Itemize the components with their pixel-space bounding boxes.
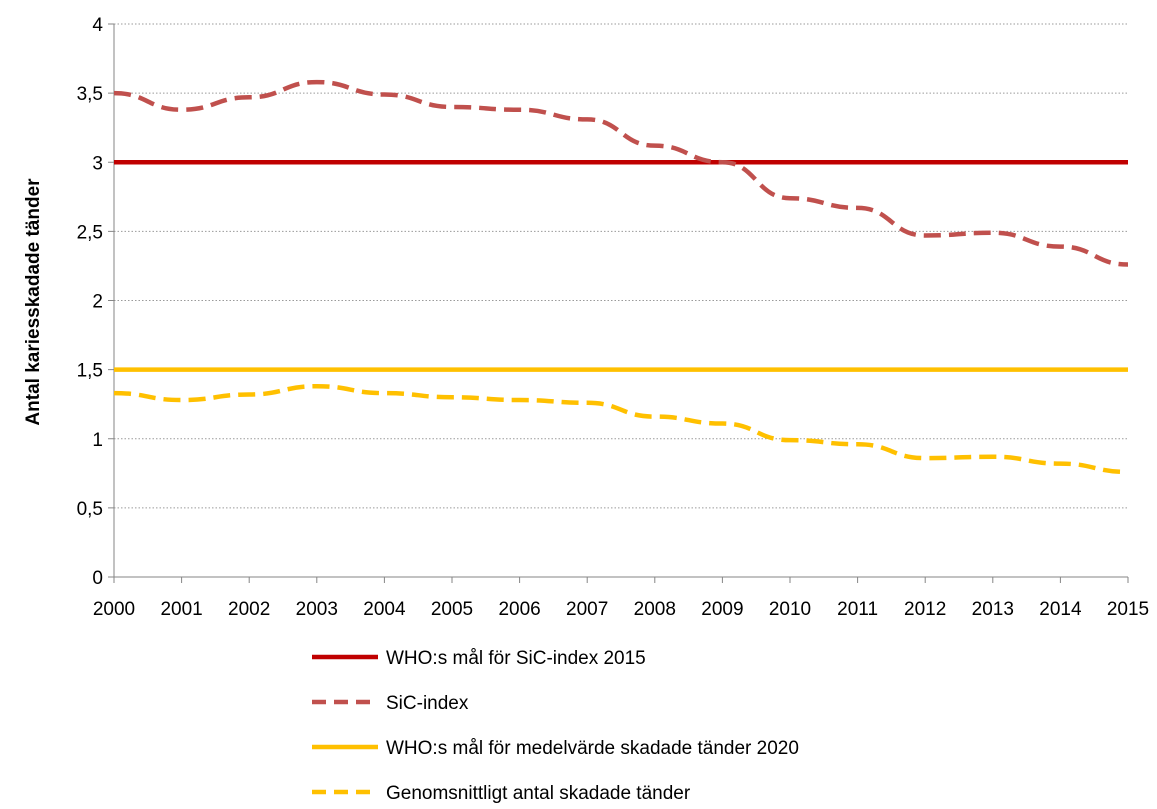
- y-tick-label: 2: [92, 292, 103, 313]
- y-tick-label: 0: [92, 568, 103, 589]
- y-axis-label: Antal kariesskadade tänder: [23, 178, 44, 426]
- x-tick-label: 2003: [296, 599, 338, 620]
- legend-label: WHO:s mål för SiC-index 2015: [386, 648, 646, 669]
- y-tick-label: 1,5: [77, 361, 103, 382]
- x-tick-label: 2012: [904, 599, 946, 620]
- x-tick-label: 2009: [701, 599, 743, 620]
- x-tick-label: 2005: [431, 599, 473, 620]
- x-tick-label: 2006: [498, 599, 540, 620]
- y-tick-label: 4: [92, 15, 103, 36]
- series-line-4: [113, 383, 1129, 475]
- legend-label: SiC-index: [386, 693, 469, 714]
- axes: [108, 23, 1129, 583]
- x-tick-label: 2011: [837, 599, 878, 620]
- x-tick-label: 2008: [634, 599, 676, 620]
- y-tick-label: 0,5: [77, 499, 103, 520]
- legend-label: Genomsnittligt antal skadade tänder: [386, 783, 691, 804]
- x-tick-label: 2010: [769, 599, 811, 620]
- x-tick-label: 2014: [1039, 599, 1082, 620]
- x-tick-label: 2001: [160, 599, 202, 620]
- y-tick-label: 2,5: [77, 222, 103, 243]
- x-tick-label: 2015: [1107, 599, 1149, 620]
- x-tick-label: 2002: [228, 599, 270, 620]
- y-tick-label: 3: [92, 153, 103, 174]
- legend-label: WHO:s mål för medelvärde skadade tänder …: [386, 738, 799, 759]
- y-tick-label: 3,5: [77, 84, 103, 105]
- x-tick-label: 2000: [93, 599, 135, 620]
- y-tick-labels: 0 0,5 1 1,5 2 2,5 3 3,5 4: [77, 15, 104, 589]
- series-lines: [113, 79, 1129, 475]
- legend: WHO:s mål för SiC-index 2015 SiC-index WHO…: [312, 648, 799, 804]
- x-tick-label: 2007: [566, 599, 608, 620]
- x-tick-label: 2013: [972, 599, 1014, 620]
- series-line-2: [113, 79, 1129, 267]
- y-tick-label: 1: [92, 430, 103, 451]
- x-tick-labels: 2000 2001 2002 2003 2004 2005 2006 2007 2008 2009…: [93, 599, 1149, 620]
- x-tick-label: 2004: [363, 599, 406, 620]
